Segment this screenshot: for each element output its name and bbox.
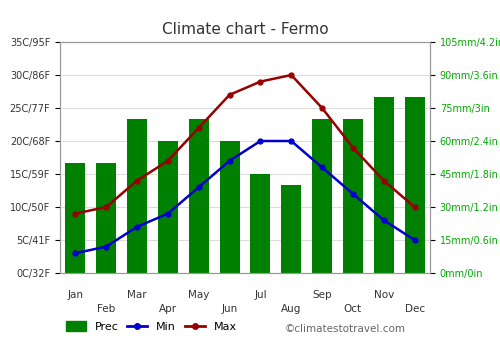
Text: Aug: Aug <box>281 303 301 314</box>
Bar <box>404 97 424 273</box>
Bar <box>250 174 270 273</box>
Text: Feb: Feb <box>97 303 116 314</box>
Text: Jun: Jun <box>222 303 238 314</box>
Text: May: May <box>188 290 210 300</box>
Text: Oct: Oct <box>344 303 362 314</box>
Text: Sep: Sep <box>312 290 332 300</box>
Bar <box>374 97 394 273</box>
Bar <box>281 185 301 273</box>
Title: Climate chart - Fermo: Climate chart - Fermo <box>162 22 328 37</box>
Bar <box>312 119 332 273</box>
Text: Nov: Nov <box>374 290 394 300</box>
Bar <box>127 119 147 273</box>
Text: ©climatestotravel.com: ©climatestotravel.com <box>285 324 406 334</box>
Bar <box>343 119 363 273</box>
Text: Jul: Jul <box>254 290 266 300</box>
Bar <box>158 141 178 273</box>
Bar <box>66 163 86 273</box>
Bar <box>220 141 240 273</box>
Text: Dec: Dec <box>404 303 424 314</box>
Text: Jan: Jan <box>68 290 84 300</box>
Bar <box>96 163 116 273</box>
Bar <box>188 119 209 273</box>
Text: Apr: Apr <box>159 303 177 314</box>
Legend: Prec, Min, Max: Prec, Min, Max <box>66 321 237 332</box>
Text: Mar: Mar <box>128 290 147 300</box>
